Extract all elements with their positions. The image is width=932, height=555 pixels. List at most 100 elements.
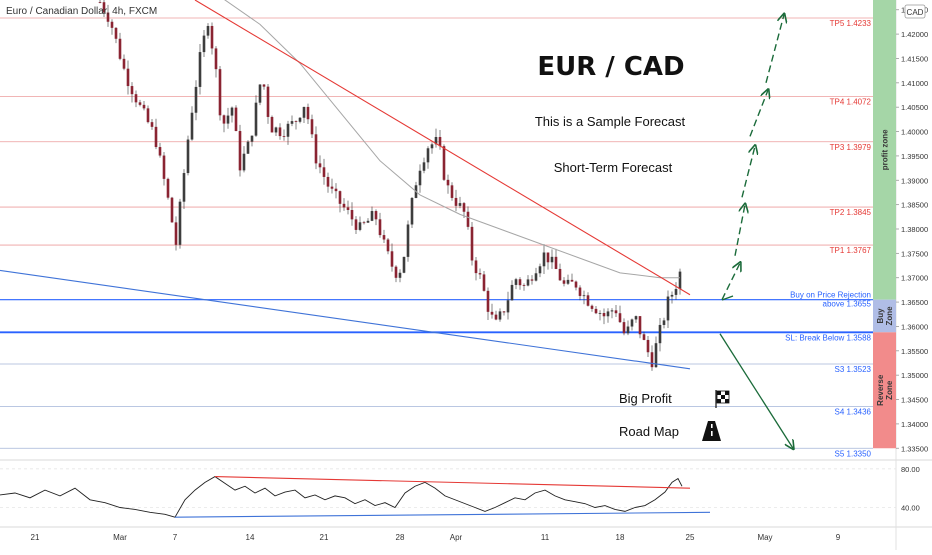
candle-body — [550, 256, 554, 263]
candle-body — [134, 94, 138, 103]
candle-body — [282, 136, 286, 137]
candle-body — [434, 136, 438, 145]
candle-body — [350, 209, 354, 220]
price-tick-label: 1.41500 — [901, 54, 928, 63]
candle-body — [266, 86, 270, 117]
candle-body — [194, 86, 198, 113]
zone-2 — [873, 332, 896, 449]
candle-body — [162, 155, 166, 179]
candle-body — [402, 256, 406, 273]
candle-body — [566, 279, 570, 284]
candle-body — [554, 256, 558, 269]
forecast-layer — [719, 15, 793, 449]
candle-body — [190, 112, 194, 140]
time-tick-label: 28 — [396, 533, 405, 542]
price-tick-label: 1.37000 — [901, 274, 928, 283]
chart-title: EUR / CAD — [537, 52, 684, 82]
forecast-up-arrow-1 — [734, 205, 745, 256]
candle-body — [446, 179, 450, 186]
candle-body — [518, 279, 522, 286]
candle-body — [578, 287, 582, 296]
candle-body — [534, 273, 538, 281]
candle-body — [562, 280, 566, 284]
time-tick-label: 11 — [541, 533, 550, 542]
candle-body — [614, 310, 618, 314]
candle-body — [178, 201, 182, 245]
candle-body — [378, 219, 382, 236]
zone-label-0: profit zone — [881, 129, 890, 170]
level-label-buy: Buy on Price Rejection — [790, 291, 871, 300]
candle-body — [238, 131, 242, 171]
candle-body — [594, 308, 598, 314]
trendline-resistance — [194, 0, 691, 296]
forecast-up-arrow-4 — [765, 15, 784, 84]
candle-body — [598, 313, 602, 314]
candle-body — [382, 235, 386, 240]
candle-body — [274, 127, 278, 133]
candle-body — [574, 281, 578, 288]
candle-body — [618, 313, 622, 323]
candle-body — [234, 107, 238, 132]
candle-body — [206, 25, 210, 36]
zone-label-2: ReverseZone — [876, 374, 894, 406]
candle-body — [158, 147, 162, 156]
oscillator-trend-blue — [174, 511, 711, 518]
candle-body — [582, 295, 586, 297]
candle-body — [666, 296, 670, 321]
candle-body — [514, 279, 518, 285]
time-tick-label: 14 — [246, 533, 255, 542]
time-tick-label: 25 — [686, 533, 695, 542]
candle-body — [146, 108, 150, 123]
candle-body — [466, 211, 470, 227]
price-tick-label: 1.34000 — [901, 420, 928, 429]
candle-body — [498, 311, 502, 320]
osc-tick-label: 80.00 — [901, 465, 920, 474]
candle-body — [254, 102, 258, 136]
candle-body — [170, 197, 174, 223]
candle-body — [482, 274, 486, 291]
candle-body — [406, 224, 410, 257]
candle-body — [330, 186, 334, 189]
level-label-TP1: TP1 1.3767 — [830, 246, 872, 255]
time-tick-label: 9 — [836, 533, 841, 542]
moving-average-line — [224, 0, 680, 279]
candle-body — [242, 153, 246, 171]
candle-body — [138, 102, 142, 105]
candle-body — [198, 52, 202, 87]
time-tick-label: 7 — [173, 533, 178, 542]
candle-body — [122, 58, 126, 69]
candle-body — [526, 279, 530, 286]
candle-body — [494, 314, 498, 320]
candle-body — [590, 305, 594, 309]
candle-body — [410, 197, 414, 225]
price-tick-label: 1.38500 — [901, 201, 928, 210]
candle-body — [530, 279, 534, 281]
candle-body — [422, 162, 426, 171]
oscillator-trend-red — [214, 476, 691, 489]
candle-body — [642, 334, 646, 340]
candle-body — [342, 203, 346, 208]
price-tick-label: 1.39000 — [901, 176, 928, 185]
candle-body — [678, 271, 682, 290]
candle-body — [338, 191, 342, 204]
oscillator-line — [0, 476, 683, 518]
candle-body — [426, 148, 430, 163]
checkered-flag-icon — [715, 390, 730, 408]
candle-body — [110, 21, 114, 28]
candle-body — [118, 38, 122, 59]
level-label-TP5: TP5 1.4233 — [830, 19, 872, 28]
candle-body — [246, 141, 250, 154]
candle-body — [310, 119, 314, 135]
candle-body — [374, 211, 378, 220]
candle-body — [394, 266, 398, 278]
candle-body — [354, 219, 358, 230]
candle-body — [346, 207, 350, 210]
candle-body — [662, 320, 666, 325]
zone-1 — [873, 299, 896, 333]
candle-body — [506, 300, 510, 313]
candle-body — [98, 2, 102, 3]
candle-body — [462, 203, 466, 212]
candle-body — [474, 260, 478, 274]
zone-layer: profit zone BuyZone ReverseZone — [873, 0, 896, 449]
